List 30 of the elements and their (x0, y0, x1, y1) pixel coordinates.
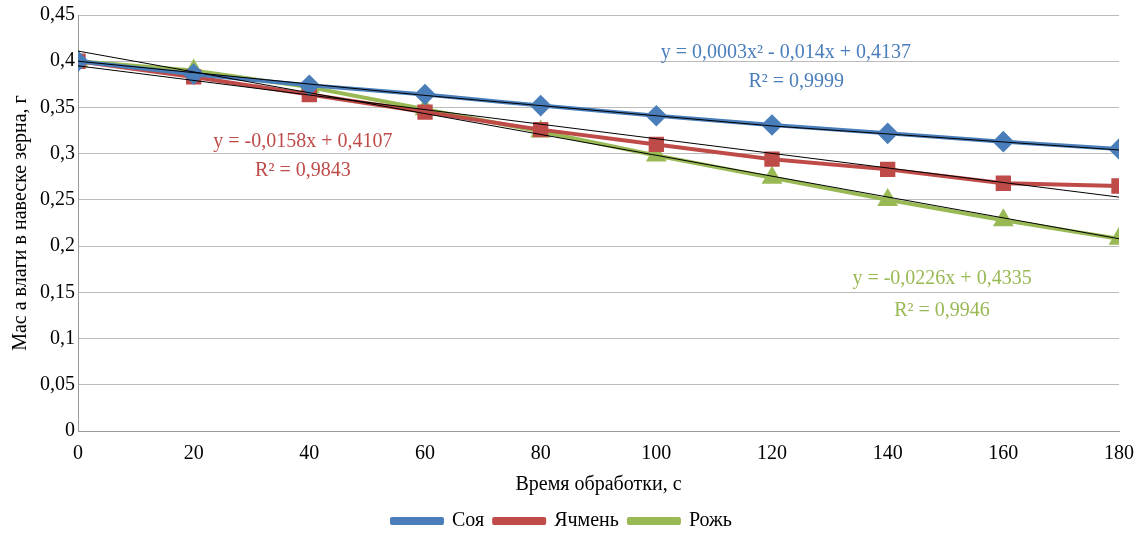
legend-label: Ячмень (554, 508, 619, 531)
x-tick-label: 60 (415, 441, 435, 464)
y-tick-label: 0,25 (40, 187, 75, 210)
x-axis-title: Время обработки, с (515, 472, 682, 496)
legend-label: Рожь (688, 508, 732, 531)
y-tick-label: 0,45 (40, 2, 75, 25)
y-tick-label: 0,15 (40, 279, 75, 302)
annotation: y = -0,0158x + 0,4107 (213, 129, 393, 153)
y-tick-label: 0,35 (40, 94, 75, 117)
y-tick-label: 0,3 (50, 140, 75, 163)
annotation: R² = 0,9999 (748, 68, 845, 91)
x-tick-label: 80 (530, 441, 551, 464)
y-tick-label: 0,4 (50, 48, 75, 71)
y-tick-label: 0,05 (40, 372, 75, 395)
y-tick-label: 0,1 (50, 325, 75, 348)
x-tick-label: 40 (299, 441, 320, 464)
x-tick-label: 120 (757, 441, 787, 464)
x-tick-label: 140 (872, 441, 903, 464)
y-axis-title: Мас а влаги в навеске зерна, г (8, 95, 32, 351)
x-tick-label: 180 (1104, 441, 1134, 464)
annotation: y = 0,0003x² - 0,014x + 0,4137 (660, 39, 911, 63)
x-tick-label: 100 (641, 441, 672, 464)
x-tick-label: 20 (183, 441, 204, 464)
annotation: y = -0,0226x + 0,4335 (852, 266, 1032, 290)
x-tick-label: 160 (988, 441, 1019, 464)
y-tick-label: 0 (65, 418, 75, 441)
legend-label: Соя (452, 508, 485, 531)
annotation: R² = 0,9843 (255, 158, 351, 181)
annotation: R² = 0,9946 (894, 297, 990, 320)
y-tick-label: 0,2 (50, 233, 75, 256)
